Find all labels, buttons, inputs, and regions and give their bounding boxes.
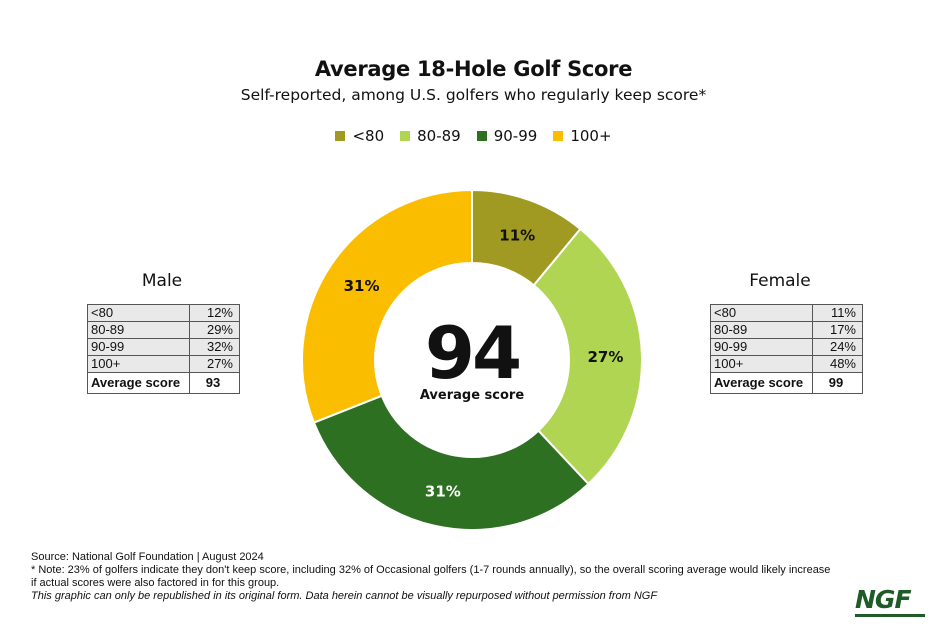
row-label: <80 (710, 304, 813, 322)
center-average-value: 94 (424, 311, 522, 395)
footnote: * Note: 23% of golfers indicate they don… (31, 564, 831, 589)
legend: <80 80-89 90-99 100+ (0, 127, 947, 145)
male-table: <80 12% 80-89 29% 90-99 32% 100+ 27% Average… (87, 304, 240, 394)
row-label: 90-99 (87, 338, 190, 356)
logo-underline (855, 614, 925, 617)
male-title: Male (141, 271, 183, 291)
table-row: 90-99 24% (710, 338, 863, 356)
chart-subtitle: Self-reported, among U.S. golfers who re… (240, 86, 707, 104)
average-row: Average score 93 (87, 372, 240, 394)
table-row: 80-89 17% (710, 321, 863, 339)
row-value: 27% (189, 355, 240, 373)
legend-swatch (335, 131, 346, 141)
legend-swatch (400, 131, 411, 141)
table-row: <80 12% (87, 304, 240, 322)
row-label: 100+ (710, 355, 813, 373)
ngf-logo: NGF (855, 585, 912, 614)
chart-title: Average 18-Hole Golf Score (314, 57, 633, 81)
row-label: 100+ (87, 355, 190, 373)
avg-value: 99 (812, 372, 863, 394)
row-value: 12% (189, 304, 240, 322)
row-value: 48% (812, 355, 863, 373)
legend-label: 90-99 (493, 127, 538, 145)
avg-label: Average score (87, 372, 190, 394)
row-label: <80 (87, 304, 190, 322)
source-note: Source: National Golf Foundation | Augus… (31, 551, 264, 563)
donut-slice (532, 227, 643, 486)
female-title: Female (749, 271, 811, 291)
row-label: 80-89 (710, 321, 813, 339)
avg-value: 93 (189, 372, 240, 394)
row-value: 24% (812, 338, 863, 356)
row-value: 32% (189, 338, 240, 356)
donut-slice (312, 394, 590, 531)
legend-item-90-99: 90-99 (476, 127, 538, 145)
average-row: Average score 99 (710, 372, 863, 394)
table-row: 100+ 48% (710, 355, 863, 373)
row-value: 11% (812, 304, 863, 322)
slice-label: 31% (425, 482, 461, 500)
donut-slice (301, 188, 473, 424)
slice-label: 31% (344, 277, 380, 295)
table-row: 100+ 27% (87, 355, 240, 373)
table-row: <80 11% (710, 304, 863, 322)
rights-note: This graphic can only be republished in … (31, 590, 658, 602)
legend-swatch (476, 131, 487, 141)
table-row: 90-99 32% (87, 338, 240, 356)
legend-label: <80 (352, 127, 385, 145)
legend-item-under-80: <80 (335, 127, 384, 145)
footnotes: Source: National Golf Foundation | Augus… (31, 551, 831, 603)
slice-label: 27% (587, 348, 623, 366)
legend-item-100-plus: 100+ (553, 127, 612, 145)
row-label: 80-89 (87, 321, 190, 339)
table-row: 80-89 29% (87, 321, 240, 339)
row-value: 17% (812, 321, 863, 339)
slice-label: 11% (499, 226, 535, 244)
female-table: <80 11% 80-89 17% 90-99 24% 100+ 48% Average… (710, 304, 863, 394)
center-average-label: Average score (419, 388, 525, 403)
row-label: 90-99 (710, 338, 813, 356)
legend-label: 100+ (570, 127, 612, 145)
row-value: 29% (189, 321, 240, 339)
legend-label: 80-89 (417, 127, 461, 145)
legend-item-80-89: 80-89 (400, 127, 461, 145)
legend-swatch (553, 131, 564, 141)
avg-label: Average score (710, 372, 813, 394)
